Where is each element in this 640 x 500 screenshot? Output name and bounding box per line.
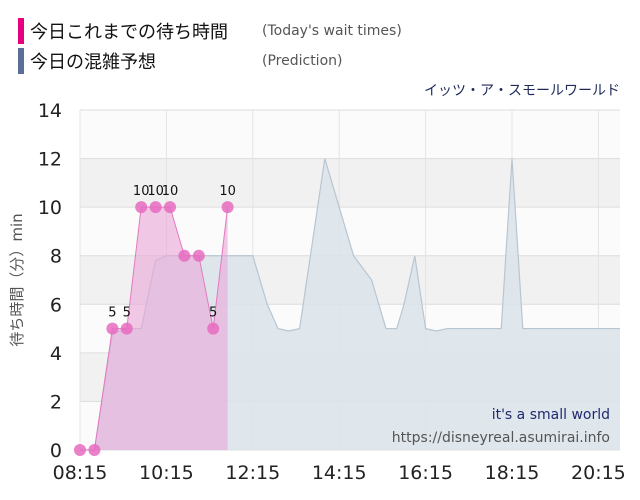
actual-point [74, 444, 86, 456]
legend-actual-label: 今日これまでの待ち時間 [30, 22, 228, 43]
legend-prediction-swatch [18, 48, 24, 74]
actual-point [149, 201, 162, 214]
y-axis-ticks: 0 2 4 6 8 10 12 14 [38, 100, 62, 462]
actual-point [178, 249, 191, 262]
x-tick-label: 10:15 [139, 462, 194, 484]
watermark-url: https://disneyreal.asumirai.info [392, 430, 610, 446]
x-tick-label: 14:15 [312, 462, 367, 484]
y-axis-label: 待ち時間（分）min [8, 213, 26, 346]
actual-point [135, 201, 148, 214]
plot-band [80, 158, 620, 208]
y-tick-label: 12 [38, 149, 62, 171]
data-label: 10 [147, 184, 164, 199]
data-label: 5 [123, 306, 131, 321]
legend-prediction-sub: (Prediction) [262, 53, 343, 69]
actual-point [221, 201, 234, 214]
attraction-name: イッツ・ア・スモールワールド [424, 83, 620, 99]
legend-prediction-label: 今日の混雑予想 [30, 52, 156, 73]
y-tick-label: 2 [50, 391, 62, 413]
actual-points [74, 201, 234, 456]
y-tick-label: 10 [38, 197, 62, 219]
actual-point [88, 444, 101, 456]
x-tick-label: 08:15 [53, 462, 108, 484]
data-label: 5 [209, 306, 217, 321]
x-tick-label: 20:15 [571, 462, 626, 484]
y-tick-label: 0 [50, 440, 62, 462]
x-axis-ticks: 08:15 10:15 12:15 14:15 16:15 18:15 20:15 [53, 462, 626, 484]
x-tick-label: 12:15 [225, 462, 280, 484]
watermark-title: it's a small world [492, 407, 610, 423]
y-tick-label: 8 [50, 246, 62, 268]
data-label: 10 [133, 184, 150, 199]
x-tick-label: 18:15 [485, 462, 540, 484]
legend-prediction: 今日の混雑予想 (Prediction) [18, 47, 342, 75]
plot-band [80, 110, 620, 159]
actual-point [192, 249, 205, 262]
y-tick-label: 4 [50, 343, 62, 365]
legend-actual: 今日これまでの待ち時間 (Today's wait times) [18, 17, 402, 45]
data-label: 10 [162, 184, 179, 199]
data-label: 5 [108, 306, 116, 321]
actual-point [106, 322, 119, 335]
legend-actual-swatch [18, 18, 24, 44]
y-tick-label: 6 [50, 294, 62, 316]
legend-actual-sub: (Today's wait times) [262, 23, 402, 39]
data-label: 10 [219, 184, 236, 199]
actual-point [120, 322, 133, 335]
actual-fill [80, 207, 228, 450]
x-tick-label: 16:15 [398, 462, 453, 484]
actual-point [207, 322, 220, 335]
y-tick-label: 14 [38, 100, 62, 122]
actual-point [164, 201, 176, 214]
